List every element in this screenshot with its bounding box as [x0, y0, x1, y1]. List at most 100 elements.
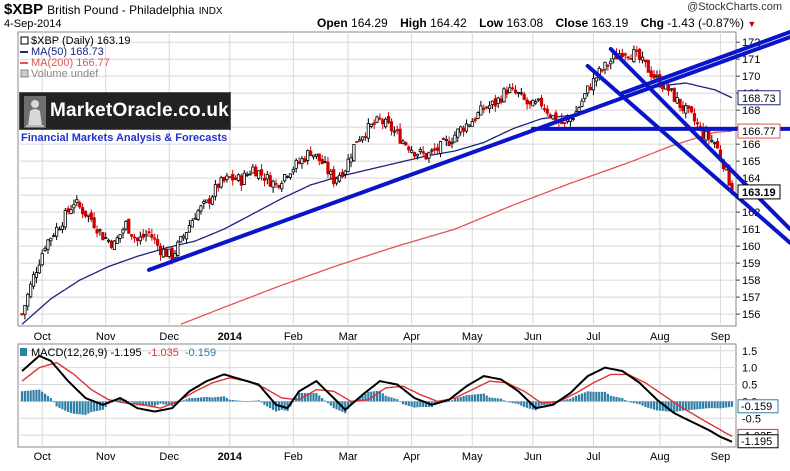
- candle-body: [511, 87, 515, 90]
- candle-body: [176, 241, 180, 256]
- macd-x-tick-label: Jun: [524, 451, 542, 463]
- macd-histogram-bar: [95, 401, 99, 411]
- macd-histogram-bar: [603, 391, 607, 402]
- candle-body: [534, 101, 538, 104]
- macd-histogram-bar: [228, 399, 231, 402]
- macd-histogram-bar: [81, 401, 84, 415]
- x-tick-label: Nov: [96, 331, 116, 343]
- macd-histogram-bar: [347, 401, 350, 410]
- macd-histogram-bar: [361, 395, 364, 402]
- logo-subtitle: Financial Markets Analysis & Forecasts: [21, 132, 228, 144]
- candle-body: [306, 150, 310, 161]
- candle-body: [231, 173, 235, 181]
- macd-histogram-bar: [401, 401, 405, 405]
- candle-body: [358, 139, 362, 142]
- candle-body: [158, 245, 163, 256]
- macd-histogram-bar: [650, 401, 653, 409]
- trendline: [620, 30, 790, 96]
- macd-histogram-bar: [318, 395, 321, 402]
- macd-histogram-bar: [20, 391, 24, 402]
- macd-x-tick-label: Aug: [650, 451, 670, 463]
- candle-body: [545, 108, 549, 114]
- macd-histogram-bar: [416, 401, 419, 408]
- candle-body: [248, 173, 252, 176]
- candle-body: [135, 237, 140, 242]
- macd-histogram-bar: [243, 401, 246, 402]
- macd-histogram-bar: [156, 401, 159, 405]
- candle-body: [629, 58, 633, 60]
- macd-histogram-bar: [612, 396, 615, 402]
- macd-histogram-bar: [234, 400, 237, 402]
- macd-value-badge: -0.159: [737, 399, 779, 414]
- legend-ma200: MA(200) 166.77: [31, 57, 110, 69]
- macd-histogram-bar: [300, 392, 304, 402]
- macd-histogram-bar: [133, 401, 136, 404]
- macd-histogram-bar: [583, 392, 586, 402]
- macd-histogram-bar: [246, 401, 249, 402]
- macd-histogram-bar: [534, 401, 537, 411]
- macd-histogram-bar: [419, 401, 422, 408]
- macd-histogram-bar: [453, 398, 457, 402]
- macd-histogram-bar: [676, 401, 679, 412]
- macd-x-tick-label: Feb: [284, 451, 303, 463]
- macd-histogram-bar: [67, 401, 70, 413]
- candle-body: [485, 106, 489, 109]
- candle-body: [233, 177, 238, 180]
- trendline: [146, 35, 790, 272]
- macd-histogram-bar: [730, 401, 734, 407]
- candle-body: [542, 108, 546, 110]
- candle-body: [34, 272, 39, 278]
- candle-body: [337, 174, 342, 182]
- candle-body: [262, 177, 267, 181]
- candle-body: [655, 75, 659, 78]
- candle-body: [343, 170, 347, 175]
- macd-histogram-bar: [725, 401, 728, 408]
- macd-histogram-bar: [520, 401, 523, 406]
- candle-body: [421, 151, 425, 154]
- candle-body: [222, 176, 226, 182]
- candle-body: [216, 183, 220, 189]
- macd-histogram-bar: [344, 401, 347, 414]
- macd-histogram-bar: [136, 401, 139, 406]
- macd-histogram-bar: [237, 400, 240, 402]
- macd-badge-value: -0.159: [741, 401, 772, 413]
- logo-banner: MarketOracle.co.uk: [19, 92, 231, 130]
- macd-histogram-bar: [321, 398, 324, 402]
- macd-x-tick-label: Nov: [96, 451, 116, 463]
- macd-histogram-bar: [629, 401, 633, 403]
- signal-line: [21, 361, 733, 438]
- macd-histogram-bar: [240, 400, 243, 402]
- candle-body: [583, 93, 587, 99]
- macd-histogram-bar: [303, 392, 306, 402]
- macd-tick-label: 1.0: [742, 363, 757, 375]
- candle-body: [626, 56, 630, 59]
- candle-body: [661, 86, 665, 90]
- macd-histogram-bar: [381, 393, 384, 402]
- candle-body: [360, 136, 365, 141]
- macd-histogram-bar: [690, 401, 693, 410]
- candle-body: [251, 166, 255, 174]
- candle-body: [228, 176, 232, 179]
- macd-histogram-bar: [462, 396, 465, 402]
- candle-body: [245, 173, 249, 176]
- macd-legend: MACD(12,26,9) -1.195 -1.035 -0.159: [31, 347, 216, 359]
- symbol: $XBP: [4, 1, 43, 18]
- macd-histogram-bar: [719, 401, 722, 409]
- candle-body: [606, 64, 610, 67]
- candle-body: [548, 114, 552, 118]
- candle-body: [715, 141, 720, 149]
- macd-histogram-bar: [69, 401, 73, 413]
- macd-x-tick-label: Sep: [711, 451, 731, 463]
- macd-histogram-bar: [78, 401, 81, 415]
- candle-body: [43, 247, 47, 251]
- candle-body: [539, 97, 544, 107]
- candle-body: [60, 225, 65, 230]
- candle-body: [202, 201, 206, 204]
- candle-body: [193, 217, 197, 220]
- candle-body: [519, 92, 523, 95]
- macd-histogram-bar: [528, 401, 532, 409]
- price-value-badge: 163.19: [737, 184, 781, 200]
- macd-histogram-bar: [448, 401, 451, 402]
- candle-body: [609, 60, 613, 65]
- price-tick-label: 162: [742, 207, 760, 219]
